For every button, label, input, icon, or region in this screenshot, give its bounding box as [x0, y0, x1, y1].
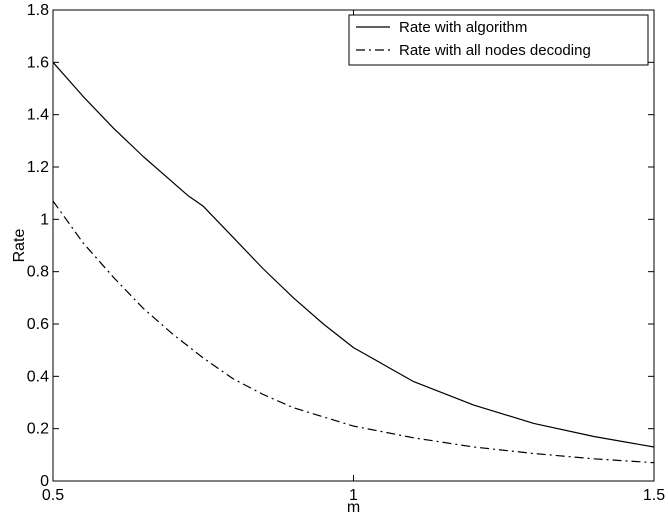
y-axis-label: Rate: [11, 229, 28, 263]
y-tick-label: 1: [40, 211, 49, 228]
plot-area: 0.5 1 1.5 0 0.2 0.4 0.6 0.8 1 1.2 1.4 1.6 1.8: [27, 2, 665, 504]
x-axis-label: m: [347, 499, 360, 516]
x-tick-label: 1: [349, 487, 358, 504]
y-tick-label: 1.2: [27, 159, 49, 176]
y-tick-label: 0: [40, 473, 49, 490]
legend: Rate with algorithm Rate with all nodes …: [348, 14, 649, 66]
legend-label-rate-all-nodes-decoding: Rate with all nodes decoding: [399, 42, 591, 59]
y-tick-label: 0.6: [27, 316, 49, 333]
series-layer: [52, 61, 655, 464]
x-tick-label: 1.5: [643, 487, 665, 504]
y-tick-label: 1.6: [27, 54, 49, 71]
legend-label-rate-with-algorithm: Rate with algorithm: [399, 19, 527, 36]
y-tick-label: 0.4: [27, 368, 49, 385]
y-tick-label: 1.8: [27, 2, 49, 19]
plot-frame: [52, 9, 655, 482]
legend-box: [348, 14, 649, 66]
y-tick-label: 0.2: [27, 421, 49, 438]
series-line-rate-with-algorithm: [52, 61, 655, 448]
x-tick-label: 0.5: [42, 487, 64, 504]
y-tick-label: 1.4: [27, 107, 49, 124]
y-tick-label: 0.8: [27, 264, 49, 281]
series-line-rate-all-nodes-decoding: [52, 200, 655, 464]
